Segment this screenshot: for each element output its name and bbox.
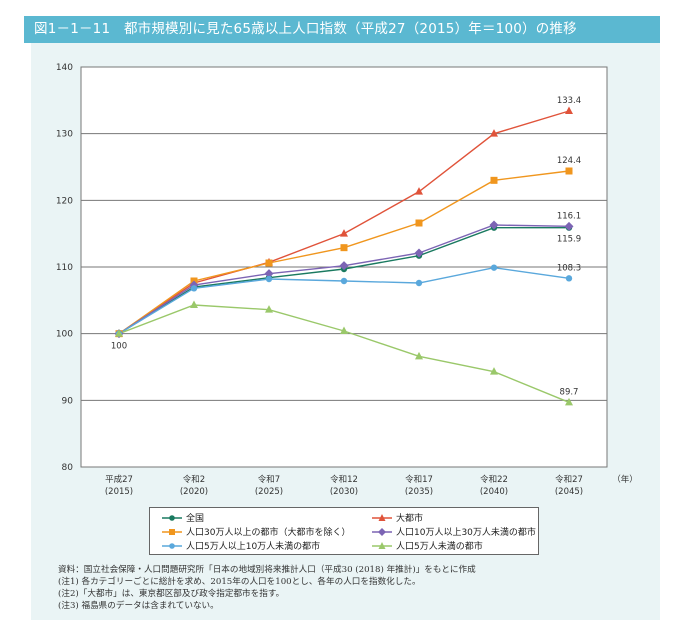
legend-item: 人口5万人以上10万人未満の都市 [162, 539, 320, 552]
x-tick-label: 令和17 [405, 474, 433, 485]
legend-item: 全国 [162, 511, 204, 524]
legend-label: 大都市 [396, 514, 424, 524]
chart-legend: 全国 大都市人口30万人以上の都市（大都市を除く） 人口10万人以上30万人未満の都… [149, 507, 539, 555]
legend-label: 人口5万人以上10万人未満の都市 [186, 542, 321, 552]
data-point [565, 167, 573, 175]
data-point [415, 351, 423, 360]
x-tick-label: 令和22 [480, 474, 508, 485]
data-point [490, 367, 498, 375]
data-point [565, 275, 573, 282]
data-label-start: 100 [111, 342, 127, 352]
x-tick-label-year: (2040) [480, 487, 508, 497]
legend-item: 大都市 [372, 511, 423, 524]
y-tick-label: 100 [56, 330, 73, 340]
y-tick-label: 140 [56, 63, 73, 73]
legend-item: 人口10万人以上30万人未満の都市 [372, 525, 536, 538]
data-label: 108.3 [557, 263, 581, 273]
data-point [489, 220, 499, 230]
data-point [190, 300, 198, 308]
note-2: (注2)「大都市」は、東京都区部及び政令指定都市を指す。 [58, 589, 285, 599]
data-point [265, 275, 273, 283]
legend-item: 人口5万人未満の都市 [372, 539, 483, 552]
legend-label: 人口5万人未満の都市 [396, 542, 483, 552]
y-tick-label: 130 [56, 130, 73, 140]
data-point [340, 326, 348, 334]
x-tick-label-year: (2025) [255, 487, 283, 497]
data-point [490, 176, 498, 184]
legend-item: 人口30万人以上の都市（大都市を除く） [162, 525, 350, 538]
legend-marker-icon [162, 514, 182, 521]
legend-marker-icon [372, 527, 392, 536]
data-label: 124.4 [557, 156, 581, 166]
legend-marker-icon [162, 528, 182, 535]
data-point [340, 277, 348, 285]
x-tick-label: 平成27 [105, 474, 133, 485]
data-point [490, 129, 498, 137]
x-tick-label: 令和12 [330, 474, 358, 485]
legend-label: 人口10万人以上30万人未満の都市 [396, 528, 536, 538]
data-point [415, 279, 423, 287]
legend-label: 全国 [186, 514, 205, 524]
y-tick-label: 80 [62, 463, 74, 473]
y-tick-label: 120 [56, 196, 73, 206]
header-corner [636, 16, 660, 43]
figure-title: 図1－1－11 都市規模別に見た65歳以上人口指数（平成27（2015）年＝10… [34, 21, 577, 37]
legend-marker-icon [372, 513, 392, 521]
x-tick-label: 令和7 [258, 474, 280, 485]
x-tick-label-year: (2030) [330, 487, 358, 497]
data-point [564, 221, 574, 231]
x-axis-unit: （年） [612, 474, 638, 485]
source-note: 資料：国立社会保障・人口問題研究所「日本の地域別将来推計人口（平成30 (201… [58, 565, 476, 575]
data-label: 115.9 [557, 235, 581, 245]
y-tick-label: 90 [62, 396, 74, 406]
x-tick-label-year: (2015) [105, 487, 133, 497]
note-3: (注3) 福島県のデータは含まれていない。 [58, 601, 219, 611]
data-point [264, 269, 274, 279]
data-point [414, 248, 424, 258]
legend-marker-icon [372, 541, 392, 549]
legend-marker-icon [162, 542, 182, 549]
data-point [415, 187, 423, 195]
data-point [339, 261, 349, 271]
data-point [265, 259, 273, 267]
data-label: 89.7 [560, 387, 579, 397]
data-point [340, 244, 348, 252]
data-label: 133.4 [557, 96, 581, 106]
data-point [565, 397, 573, 406]
figure-header-bar [24, 16, 660, 43]
x-tick-label: 令和27 [555, 474, 583, 485]
data-point [115, 329, 123, 337]
data-point [340, 229, 348, 237]
x-tick-label-year: (2020) [180, 487, 208, 497]
note-1: (注1) 各カテゴリーごとに総計を求め、2015年の人口を100とし、各年の人口… [58, 577, 421, 587]
data-point [490, 264, 498, 271]
x-tick-label-year: (2035) [405, 487, 433, 497]
data-point [265, 305, 273, 313]
data-label: 116.1 [557, 211, 581, 221]
data-point [565, 106, 573, 114]
x-tick-label: 令和2 [183, 474, 205, 485]
data-point [190, 285, 198, 292]
legend-label: 人口30万人以上の都市（大都市を除く） [186, 528, 351, 538]
data-point [415, 219, 423, 227]
x-tick-label-year: (2045) [555, 487, 583, 497]
y-tick-label: 110 [56, 263, 73, 273]
